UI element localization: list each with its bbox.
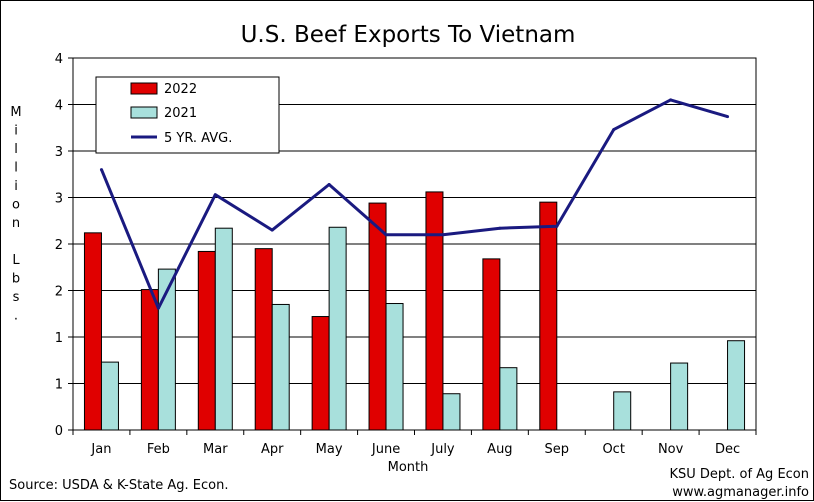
y-axis-label-letter: i	[14, 124, 18, 139]
bar-2022-july	[425, 191, 444, 431]
bar-2021-apr	[271, 303, 290, 431]
x-tick-label-feb: Feb	[147, 442, 170, 457]
avg-point-mar	[213, 193, 217, 197]
legend-swatch-2022	[130, 82, 158, 95]
source-note: Source: USDA & K-State Ag. Econ.	[9, 478, 229, 493]
avg-point-sep	[555, 224, 559, 228]
legend-swatch-2021	[130, 106, 158, 119]
legend-box	[95, 76, 280, 154]
avg-point-jan	[99, 168, 103, 172]
x-tick-label-june: June	[371, 442, 400, 457]
y-tick-label: 2	[55, 285, 63, 300]
bar-2022-feb	[140, 289, 159, 431]
legend-label-2022: 2022	[164, 82, 197, 97]
x-tick-label-july: July	[430, 442, 455, 457]
avg-point-oct	[612, 128, 616, 132]
x-tick-label-nov: Nov	[658, 442, 684, 457]
x-axis-label: Month	[388, 460, 429, 475]
avg-point-nov	[669, 98, 673, 102]
y-axis-label-letter: M	[10, 105, 21, 120]
legend: 2022 2021 5 YR. AVG.	[95, 76, 280, 154]
credit-line-1: KSU Dept. of Ag Econ	[669, 467, 809, 482]
avg-point-feb	[156, 306, 160, 310]
x-axis-ticks: Jan Feb Mar Apr May June July Aug Sep Oct Nov Dec	[72, 430, 757, 457]
bar-2022-apr	[254, 248, 273, 431]
y-tick-label: 1	[55, 331, 63, 346]
bar-2021-may	[328, 226, 347, 431]
avg-point-aug	[498, 226, 502, 230]
legend-label-avg: 5 YR. AVG.	[164, 131, 232, 146]
y-axis-label-letter: i	[14, 179, 18, 194]
y-axis-label-letter: o	[12, 198, 20, 213]
y-tick-label: 4	[55, 99, 63, 114]
y-axis-label-letter: L	[12, 253, 20, 268]
avg-point-dec	[726, 115, 730, 119]
avg-point-may	[327, 182, 331, 186]
x-tick-label-jan: Jan	[90, 442, 111, 457]
bars	[83, 191, 746, 431]
avg-point-apr	[270, 228, 274, 232]
bar-2021-nov	[670, 362, 689, 431]
bar-2021-oct	[613, 391, 632, 431]
y-tick-label: 4	[55, 52, 63, 67]
y-axis-ticks: 0 1 1 2 2 3 3 4 4	[55, 52, 73, 439]
gridlines	[73, 104, 756, 384]
avg-point-july	[441, 233, 445, 237]
bar-2021-aug	[499, 367, 518, 431]
avg-point-june	[384, 233, 388, 237]
y-axis-label-letter: b	[12, 272, 20, 287]
y-axis-label-letter: s	[13, 290, 20, 305]
avg-line	[100, 98, 728, 310]
bar-2022-may	[311, 316, 330, 431]
y-tick-label: 1	[55, 378, 63, 393]
chart-title: U.S. Beef Exports To Vietnam	[241, 22, 576, 48]
x-tick-label-may: May	[316, 442, 343, 457]
y-axis-label-letter: l	[14, 142, 18, 157]
bar-2021-jan	[100, 361, 119, 431]
bar-2021-july	[442, 393, 461, 431]
y-axis-label-letter: l	[14, 161, 18, 176]
bar-2022-mar	[197, 250, 216, 431]
y-axis-label-letter: n	[12, 216, 20, 231]
bar-2022-june	[368, 202, 387, 431]
x-tick-label-dec: Dec	[715, 442, 740, 457]
bar-2021-dec	[727, 340, 746, 431]
x-tick-label-aug: Aug	[487, 442, 512, 457]
x-tick-label-apr: Apr	[261, 442, 284, 457]
y-tick-label: 2	[55, 238, 63, 253]
bar-2022-sep	[539, 201, 558, 431]
credit-line-2: www.agmanager.info	[672, 485, 809, 500]
x-tick-label-sep: Sep	[545, 442, 570, 457]
x-tick-label-mar: Mar	[203, 442, 228, 457]
bar-2021-june	[385, 303, 404, 431]
bar-2021-feb	[157, 268, 176, 431]
y-tick-label: 0	[55, 424, 63, 439]
legend-label-2021: 2021	[164, 106, 197, 121]
x-tick-label-oct: Oct	[602, 442, 624, 457]
bar-2022-jan	[83, 232, 102, 431]
y-tick-label: 3	[55, 145, 63, 160]
y-axis-label-letter: .	[14, 309, 18, 324]
y-tick-label: 3	[55, 192, 63, 207]
bar-2022-aug	[482, 258, 501, 431]
average-line	[99, 98, 730, 310]
bar-2021-mar	[214, 227, 233, 431]
